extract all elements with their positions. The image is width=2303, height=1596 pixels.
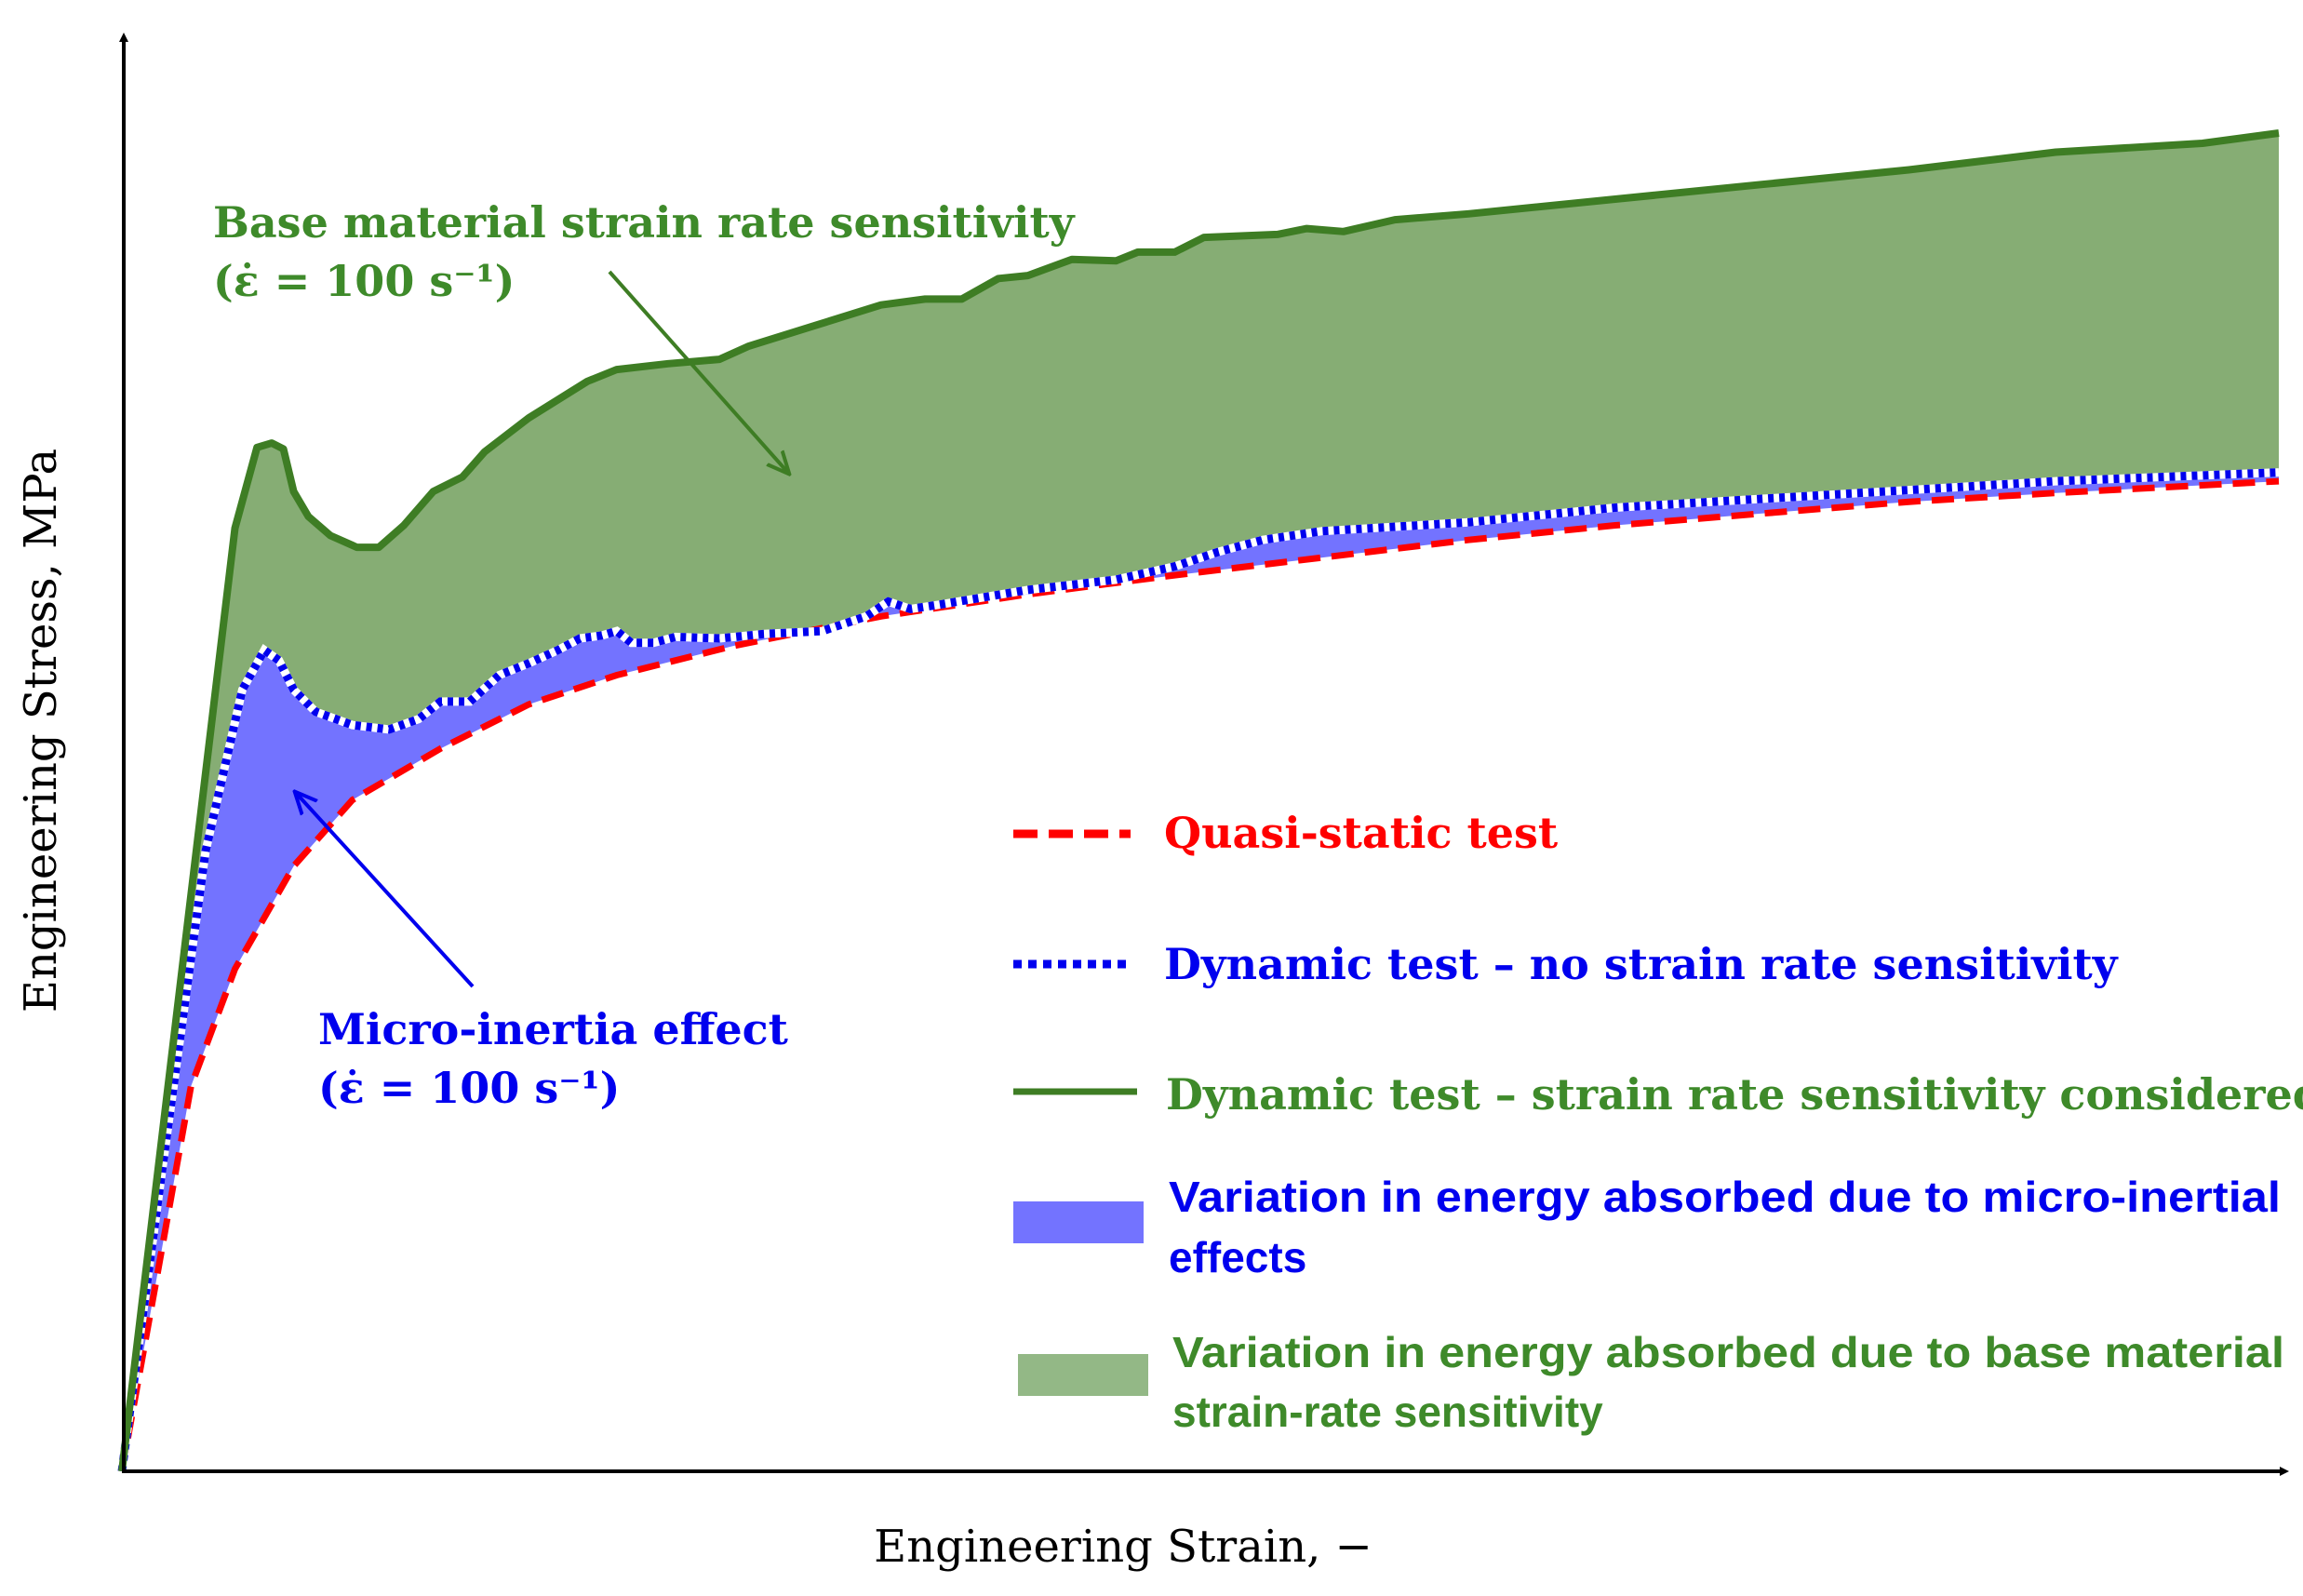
annotation-micro-inertia-arrow <box>296 793 475 988</box>
area-base-material-srs <box>122 133 2279 1471</box>
x-axis-label: Engineering Strain, − <box>874 1521 1372 1573</box>
legend-label-micro-inertia-line2: effects <box>1169 1233 1306 1281</box>
legend-label-micro-inertia-line1: Variation in energy absorbed due to micr… <box>1169 1173 2281 1221</box>
legend-label-dynamic-srs: Dynamic test – strain rate sensitivity c… <box>1166 1069 2303 1120</box>
series-dynamic-no-srs-line <box>117 468 2280 1472</box>
legend-label-base-material-line1: Variation in energy absorbed due to base… <box>1172 1328 2284 1376</box>
annotation-base-material-line1: Base material strain rate sensitivity <box>213 197 1076 248</box>
series-dynamic-srs-line <box>118 129 2280 1472</box>
y-axis-label: Engineering Stress, MPa <box>15 449 67 1013</box>
legend-label-base-material-line2: strain-rate sensitivity <box>1172 1388 1603 1436</box>
legend-swatch-micro-inertia-fill <box>1013 1201 1144 1243</box>
annotation-base-material-arrow <box>608 270 788 473</box>
annotation-micro-inertia-line2: (ε̇ = 100 s⁻¹) <box>318 1063 620 1113</box>
legend-swatch-base-material-fill <box>1018 1354 1148 1396</box>
legend-label-dynamic-no-srs: Dynamic test – no strain rate sensitivit… <box>1164 939 2119 989</box>
annotation-micro-inertia-line1: Micro-inertia effect <box>318 1004 789 1054</box>
annotation-base-material-line2: (ε̇ = 100 s⁻¹) <box>213 256 515 306</box>
legend: Quasi-static test Dynamic test – no stra… <box>1013 808 2303 1436</box>
legend-label-quasi-static: Quasi-static test <box>1164 808 1559 858</box>
